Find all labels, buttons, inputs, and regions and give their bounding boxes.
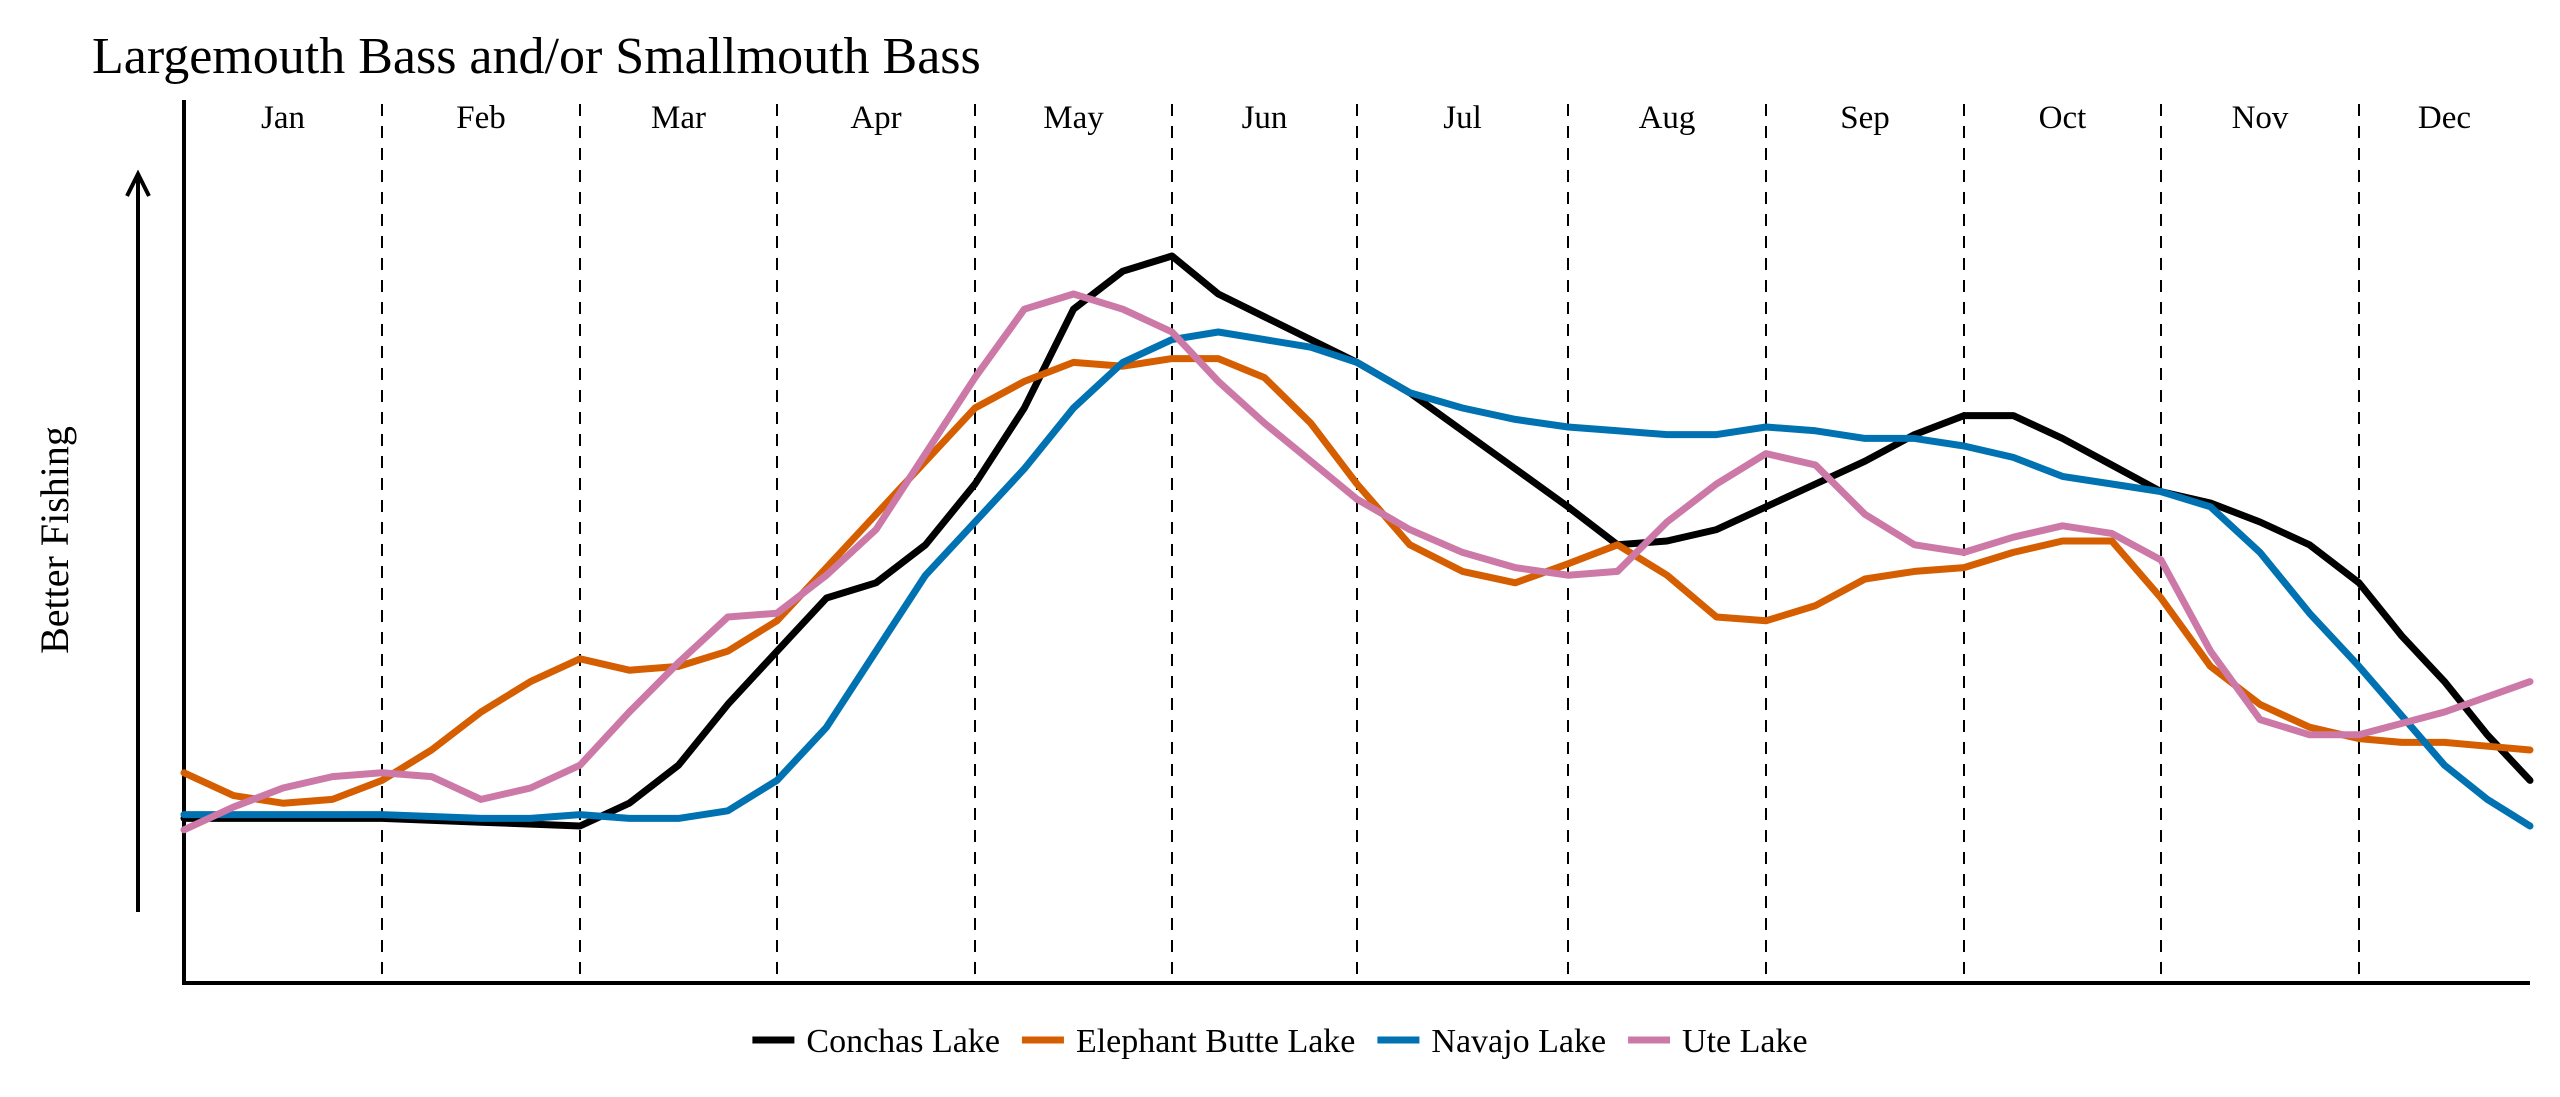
y-axis-arrow bbox=[125, 169, 151, 912]
month-label-nov: Nov bbox=[2232, 100, 2289, 136]
series-line-ute-lake bbox=[180, 290, 2534, 834]
legend-label: Elephant Butte Lake bbox=[1076, 1023, 1355, 1060]
y-axis-label: Better Fishing bbox=[32, 426, 77, 654]
series-lines bbox=[180, 252, 2534, 834]
month-label-apr: Apr bbox=[850, 100, 901, 136]
month-labels: Jan Feb Mar Apr May Jun Jul Aug Sep Oct Nov Dec bbox=[261, 100, 2471, 136]
month-label-sep: Sep bbox=[1840, 100, 1890, 136]
month-label-jan: Jan bbox=[261, 100, 305, 136]
month-label-aug: Aug bbox=[1639, 100, 1696, 136]
month-label-dec: Dec bbox=[2418, 100, 2471, 136]
month-label-feb: Feb bbox=[456, 100, 506, 136]
chart-title: Largemouth Bass and/or Smallmouth Bass bbox=[92, 28, 981, 85]
month-label-jul: Jul bbox=[1443, 100, 1482, 136]
series-line-navajo-lake bbox=[180, 328, 2534, 830]
series-line-conchas-lake bbox=[180, 252, 2534, 830]
month-dividers bbox=[381, 104, 2360, 983]
legend-label: Ute Lake bbox=[1682, 1023, 1808, 1060]
month-label-may: May bbox=[1043, 100, 1104, 136]
legend-label: Navajo Lake bbox=[1431, 1023, 1606, 1060]
series-line-elephant-butte-lake bbox=[180, 355, 2534, 807]
month-label-oct: Oct bbox=[2039, 100, 2087, 136]
month-label-jun: Jun bbox=[1242, 100, 1288, 136]
legend-label: Conchas Lake bbox=[806, 1023, 1000, 1060]
legend: Conchas Lake Elephant Butte Lake Navajo La… bbox=[752, 1023, 1808, 1060]
month-label-mar: Mar bbox=[651, 100, 706, 136]
